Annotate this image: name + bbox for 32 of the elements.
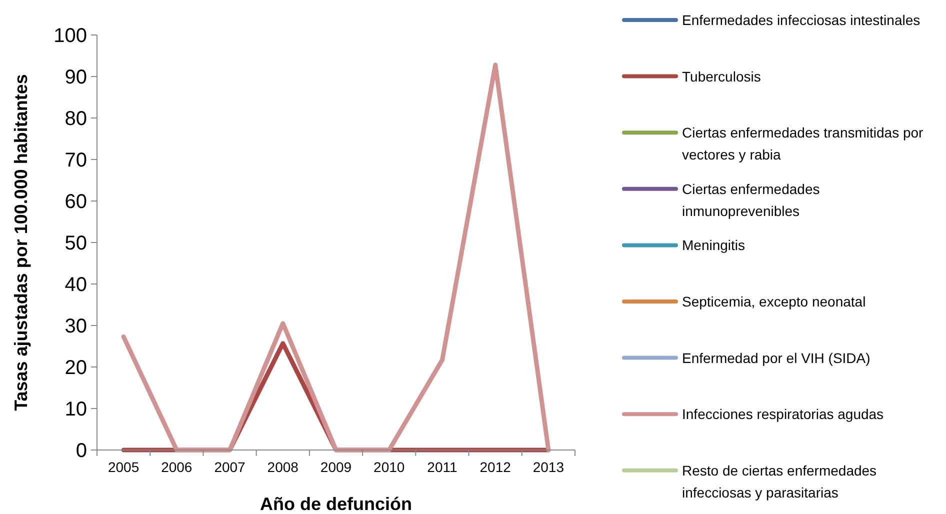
x-axis-title: Año de defunción xyxy=(260,494,412,514)
y-tick-label: 40 xyxy=(64,274,87,296)
x-tick-label: 2011 xyxy=(427,459,458,475)
x-tick-label: 2005 xyxy=(108,459,140,475)
x-tick-label: 2012 xyxy=(480,459,512,475)
y-axis-title: Tasas ajustadas por 100.000 habitantes xyxy=(11,74,31,411)
y-tick-label: 20 xyxy=(64,357,87,379)
line-series xyxy=(121,62,551,452)
y-tick-label: 0 xyxy=(76,440,87,462)
legend-label: Enfermedades infecciosas intestinales xyxy=(682,12,920,28)
legend-label: Infecciones respiratorias agudas xyxy=(682,406,884,422)
y-tick-label: 50 xyxy=(64,232,87,254)
y-tick-label: 30 xyxy=(64,316,87,338)
x-tick-label: 2006 xyxy=(161,459,192,475)
legend-label: Meningitis xyxy=(682,237,746,254)
x-tick-label: 2008 xyxy=(267,459,299,475)
legend-label: Ciertas enfermedades inmunoprevenibles xyxy=(682,180,820,219)
y-tick-label: 60 xyxy=(64,191,87,213)
x-tick-label: 2010 xyxy=(374,459,405,475)
y-tick-label: 90 xyxy=(64,66,87,88)
legend-label: Enfermedad por el VIH (SIDA) xyxy=(682,350,870,366)
y-tick-label: 80 xyxy=(64,108,87,130)
x-tick-label: 2007 xyxy=(214,459,246,475)
x-tick-label: 2009 xyxy=(320,459,352,475)
legend-label: Ciertas enfermedades transmitidas por vectores y rabia xyxy=(682,124,924,163)
legend-label: Resto de ciertas enfermedades infecciosas y parasitarias xyxy=(682,462,877,500)
legend-label: Septicemia, excepto neonatal xyxy=(682,294,866,310)
y-tick-label: 10 xyxy=(64,398,87,420)
y-tick-label: 70 xyxy=(64,150,87,172)
y-tick-label: 100 xyxy=(54,25,87,47)
x-tick-label: 2013 xyxy=(532,459,564,475)
legend-label: Tuberculosis xyxy=(682,68,761,84)
